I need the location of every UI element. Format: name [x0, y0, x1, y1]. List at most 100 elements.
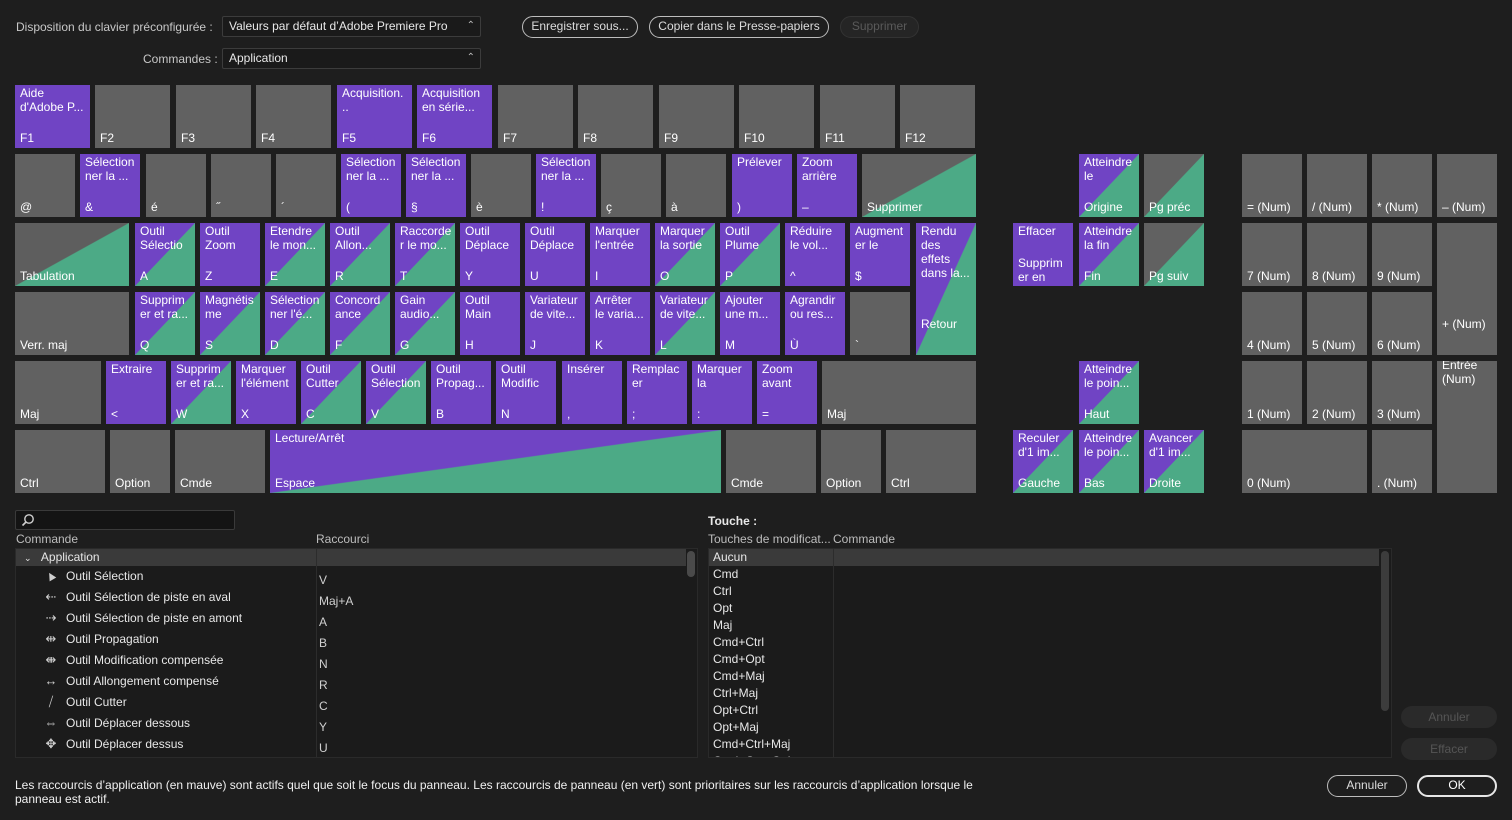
command-row[interactable]: ⧸ Outil Cutter C: [16, 692, 697, 713]
key-num-div[interactable]: / (Num): [1307, 154, 1367, 217]
key-g[interactable]: Gain audio... G: [395, 292, 455, 355]
key-equals[interactable]: Zoom avant =: [757, 361, 817, 424]
key-num-add[interactable]: + (Num): [1437, 223, 1497, 355]
delete-preset-button[interactable]: Supprimer: [840, 16, 919, 38]
key-comma[interactable]: Insérer,: [562, 361, 622, 424]
key-w[interactable]: Supprim er et ra... W: [171, 361, 231, 424]
key-x[interactable]: Marquer l'élément X: [236, 361, 296, 424]
key-num8[interactable]: 8 (Num): [1307, 223, 1367, 286]
key-e[interactable]: Etendre le mon... E: [265, 223, 325, 286]
command-row[interactable]: ▲ Outil Sélection V: [16, 566, 697, 587]
modifier-row[interactable]: Cmd+Opt+Ctrl: [709, 753, 833, 757]
command-shortcut[interactable]: R: [319, 678, 328, 692]
modifier-row[interactable]: Opt+Maj: [713, 720, 759, 734]
key-z[interactable]: Outil Zoom Z: [200, 223, 260, 286]
key-eacute[interactable]: é: [146, 154, 206, 217]
key-squote[interactable]: ´: [276, 154, 336, 217]
command-row[interactable]: ⇹ Outil Propagation B: [16, 629, 697, 650]
key-lcmd[interactable]: Cmde: [175, 430, 265, 493]
key-num-mul[interactable]: * (Num): [1372, 154, 1432, 217]
layout-preset-dropdown[interactable]: Valeurs par défaut d’Adobe Premiere Pro …: [222, 16, 481, 37]
key-j[interactable]: Variateur de vite... J: [525, 292, 585, 355]
key-f10[interactable]: F10: [739, 85, 814, 148]
key-colon[interactable]: Marquer la:: [692, 361, 752, 424]
key-num0[interactable]: 0 (Num): [1242, 430, 1367, 493]
col-modifiers-header[interactable]: Touches de modificat...: [708, 532, 831, 546]
key-m[interactable]: Ajouter une m... M: [720, 292, 780, 355]
key-f[interactable]: Concord ance F: [330, 292, 390, 355]
cancel-button[interactable]: Annuler: [1327, 775, 1407, 797]
key-rcmd[interactable]: Cmde: [726, 430, 816, 493]
key-num9[interactable]: 9 (Num): [1372, 223, 1432, 286]
key-v[interactable]: Outil Sélection V: [366, 361, 426, 424]
modifier-row[interactable]: Cmd+Maj: [713, 669, 765, 683]
key-ccedil[interactable]: ç: [601, 154, 661, 217]
modifier-row[interactable]: Opt: [713, 601, 733, 615]
command-shortcut[interactable]: N: [319, 657, 328, 671]
modifier-row[interactable]: Cmd+Opt: [713, 652, 765, 666]
key-h[interactable]: Outil Main H: [460, 292, 520, 355]
key-tab[interactable]: Tabulation: [15, 223, 129, 286]
undo-shortcut-button[interactable]: Annuler: [1401, 706, 1497, 728]
key-u[interactable]: Outil Déplace U: [525, 223, 585, 286]
key-egrave[interactable]: è: [471, 154, 531, 217]
key-rshift[interactable]: Maj: [822, 361, 976, 424]
key-q[interactable]: Supprim er et ra... Q: [135, 292, 195, 355]
key-rparen[interactable]: Prélever): [732, 154, 792, 217]
key-d[interactable]: Sélection ner l'é... D: [265, 292, 325, 355]
command-search-input[interactable]: [15, 510, 235, 530]
key-num1[interactable]: 1 (Num): [1242, 361, 1302, 424]
save-as-button[interactable]: Enregistrer sous...: [522, 16, 638, 38]
command-row[interactable]: ⇢ Outil Sélection de piste en amont A: [16, 608, 697, 629]
modifiers-scrollbar[interactable]: [1381, 551, 1389, 711]
key-ugrave[interactable]: Agrandir ou res... Ù: [785, 292, 845, 355]
key-f2[interactable]: F2: [95, 85, 170, 148]
command-row[interactable]: ✥ Outil Déplacer dessus U: [16, 734, 697, 755]
key-space[interactable]: Lecture/Arrêt Espace: [270, 430, 721, 493]
key-rctrl[interactable]: Ctrl: [886, 430, 976, 493]
commands-scrollbar[interactable]: [687, 551, 695, 577]
key-caret[interactable]: Réduire le vol... ^: [785, 223, 845, 286]
key-f4[interactable]: F4: [256, 85, 331, 148]
col-shortcut-header[interactable]: Raccourci: [316, 532, 370, 546]
key-agrave[interactable]: à: [666, 154, 726, 217]
command-shortcut[interactable]: Maj+A: [319, 594, 354, 608]
modifier-row[interactable]: Cmd+Ctrl: [713, 635, 765, 649]
key-num2[interactable]: 2 (Num): [1307, 361, 1367, 424]
key-right[interactable]: Avancer d'1 im... Droite: [1144, 430, 1204, 493]
ok-button[interactable]: OK: [1417, 775, 1497, 797]
key-y[interactable]: Outil Déplace Y: [460, 223, 520, 286]
key-r[interactable]: Outil Allon... R: [330, 223, 390, 286]
key-num5[interactable]: 5 (Num): [1307, 292, 1367, 355]
key-caps[interactable]: Verr. maj: [15, 292, 129, 355]
modifier-row[interactable]: Cmd+Ctrl+Maj: [713, 737, 791, 751]
key-home[interactable]: Atteindre le Origine: [1079, 154, 1139, 217]
key-roption[interactable]: Option: [821, 430, 881, 493]
key-dollar[interactable]: Augment er le $: [850, 223, 910, 286]
key-f7[interactable]: F7: [498, 85, 573, 148]
key-f9[interactable]: F9: [659, 85, 734, 148]
key-f6[interactable]: Acquisition en série... F6: [417, 85, 492, 148]
key-del[interactable]: Effacer Supprim er en: [1013, 223, 1073, 286]
key-i[interactable]: Marquer l'entrée I: [590, 223, 650, 286]
modifier-row[interactable]: Ctrl+Maj: [713, 686, 759, 700]
key-l[interactable]: Variateur de vite... L: [655, 292, 715, 355]
key-left[interactable]: Reculer d'1 im... Gauche: [1013, 430, 1073, 493]
key-end[interactable]: Atteindre la fin Fin: [1079, 223, 1139, 286]
key-paren[interactable]: Sélection ner la ... (: [341, 154, 401, 217]
key-s[interactable]: Magnétis me S: [200, 292, 260, 355]
key-semicolon[interactable]: Remplac er;: [627, 361, 687, 424]
key-p[interactable]: Outil Plume P: [720, 223, 780, 286]
col-key-command-header[interactable]: Commande: [833, 532, 896, 546]
key-lctrl[interactable]: Ctrl: [15, 430, 105, 493]
modifier-row[interactable]: Cmd: [713, 567, 739, 581]
key-at[interactable]: @: [15, 154, 75, 217]
key-f5[interactable]: Acquisition. .. F5: [337, 85, 412, 148]
command-shortcut[interactable]: B: [319, 636, 328, 650]
key-num3[interactable]: 3 (Num): [1372, 361, 1432, 424]
key-b[interactable]: Outil Propag... B: [431, 361, 491, 424]
col-command-header[interactable]: Commande: [16, 532, 79, 546]
key-down[interactable]: Atteindre le poin... Bas: [1079, 430, 1139, 493]
key-f12[interactable]: F12: [900, 85, 975, 148]
modifier-row[interactable]: Maj: [713, 618, 733, 632]
